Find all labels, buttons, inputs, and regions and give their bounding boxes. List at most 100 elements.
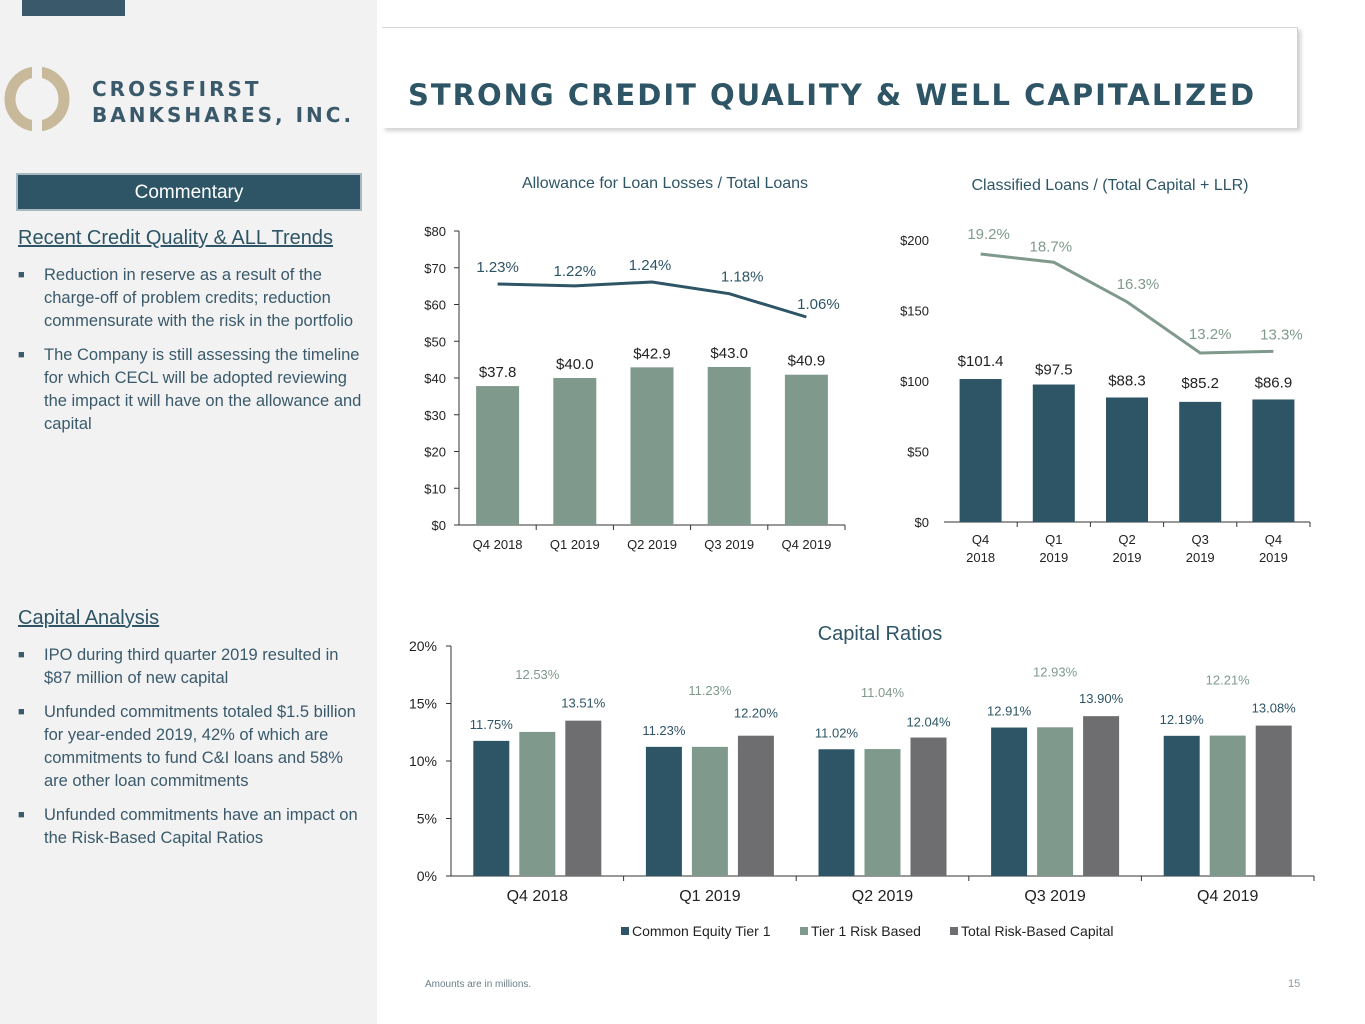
chart2-category-label-line2: 2019 (1113, 550, 1142, 565)
chart1-category-label: Q2 2019 (627, 537, 677, 552)
chart1-y-tick-label: $70 (424, 261, 446, 276)
chart3-bar-value-label: 11.23% (688, 683, 732, 698)
chart2-bar (1252, 399, 1295, 522)
chart1-y-tick-label: $80 (424, 224, 446, 239)
chart1-line-label: 1.23% (476, 259, 519, 276)
chart2-category-label-line1: Q1 (1045, 532, 1062, 547)
chart1-line-label: 1.22% (554, 263, 597, 280)
chart3-y-tick-label: 15% (409, 696, 437, 712)
chart2-bar (1032, 384, 1075, 522)
chart2-y-tick-label: $200 (900, 233, 929, 248)
bullet-item: ■ Reduction in reserve as a result of the… (18, 266, 354, 330)
chart3-legend-label: Tier 1 Risk Based (811, 923, 921, 939)
chart3-bar-value-label: 11.04% (861, 685, 905, 700)
chart2-category-label-line2: 2018 (966, 550, 995, 565)
chart1-bar-value-label: $43.0 (710, 345, 748, 362)
chart3-bar-value-label: 13.08% (1252, 701, 1297, 716)
chart3-category-label: Q3 2019 (1024, 888, 1085, 905)
chart1-y-tick-label: $60 (424, 298, 446, 313)
chart3-y-tick-label: 0% (417, 868, 437, 884)
chart3-bar-value-label: 13.51% (561, 696, 606, 711)
chart3-bar-total (1083, 716, 1120, 876)
chart2-bar (1179, 401, 1222, 522)
title-panel (382, 27, 1298, 128)
chart3-bar-value-label: 12.21% (1206, 673, 1251, 688)
chart1-line-label: 1.18% (721, 269, 764, 286)
chart3-legend-swatch (950, 927, 958, 935)
chart3-y-tick-label: 20% (409, 638, 437, 654)
bullet-icon: ■ (18, 269, 25, 281)
bullet-icon: ■ (18, 649, 25, 661)
chart2-bar (959, 379, 1002, 522)
chart1-bar-value-label: $40.9 (788, 353, 826, 370)
brand-line-1: CROSSFIRST (92, 77, 262, 101)
chart2-category-label-line1: Q3 (1192, 532, 1209, 547)
chart2-y-tick-label: $100 (900, 374, 929, 389)
chart1-y-tick-label: $10 (424, 481, 446, 496)
footnote: Amounts are in millions. (425, 979, 532, 990)
chart1-y-tick-label: $40 (424, 371, 446, 386)
chart3-y-tick-label: 10% (409, 753, 437, 769)
capital-analysis-bullets: ■ IPO during third quarter 2019 resulted … (18, 644, 368, 861)
top-accent-tab (22, 0, 125, 16)
chart3-category-label: Q4 2018 (507, 888, 568, 905)
bullet-item: ■ Unfunded commitments have an impact on … (18, 806, 358, 847)
chart1-bar-value-label: $40.0 (556, 356, 594, 373)
credit-quality-bullets: ■ Reduction in reserve as a result of the… (18, 264, 368, 447)
chart3-category-label: Q2 2019 (852, 888, 913, 905)
chart3-bar-value-label: 11.75% (470, 717, 514, 732)
chart2-bar (1106, 397, 1148, 522)
chart3-bar-cet1 (818, 749, 855, 876)
chart1-line-label: 1.06% (797, 296, 840, 313)
chart1-category-label: Q3 2019 (704, 537, 754, 552)
chart1-bar-value-label: $37.8 (479, 364, 517, 381)
chart3-bar-tier1 (1037, 727, 1074, 876)
chart3-bar-total (1255, 725, 1292, 876)
chart3-y-tick-label: 5% (417, 811, 437, 827)
chart1-y-tick-label: $50 (424, 334, 446, 349)
chart1-bar (784, 374, 828, 525)
chart2-bar-value-label: $101.4 (958, 353, 1004, 370)
chart1-category-label: Q1 2019 (550, 537, 600, 552)
chart1-ratio-line (497, 280, 807, 319)
chart2-y-tick-label: $0 (915, 515, 929, 530)
chart2-category-label-line2: 2019 (1186, 550, 1215, 565)
capital-analysis-heading: Capital Analysis (18, 607, 160, 629)
chart3-bar-cet1 (645, 746, 682, 876)
bullet-item: ■ Unfunded commitments totaled $1.5 billi… (18, 703, 356, 790)
bullet-icon: ■ (18, 349, 25, 361)
chart3-bar-cet1 (991, 727, 1028, 876)
chart3-legend-swatch (621, 927, 629, 935)
chart2-title: Classified Loans / (Total Capital + LLR) (971, 177, 1248, 194)
chart2-line-label: 13.3% (1260, 326, 1303, 343)
chart3-bar-tier1 (519, 731, 556, 876)
chart1-bar (630, 367, 674, 525)
chart2-bar-value-label: $88.3 (1108, 372, 1146, 389)
chart2-y-tick-label: $150 (900, 304, 929, 319)
chart3-bar-total (565, 720, 602, 876)
chart2-ratio-line (980, 252, 1274, 355)
chart3-legend-swatch (800, 927, 808, 935)
chart3-legend-label: Total Risk-Based Capital (961, 923, 1114, 939)
chart2-line-label: 18.7% (1030, 238, 1073, 255)
chart2-line-label: 16.3% (1117, 276, 1160, 293)
chart1-bar-value-label: $42.9 (633, 345, 671, 362)
sidebar (0, 0, 377, 1024)
chart1-y-tick-label: $20 (424, 445, 446, 460)
chart1-line-label: 1.24% (629, 257, 672, 274)
chart2-category-label-line1: Q4 (1265, 532, 1282, 547)
chart3-bar-tier1 (691, 746, 728, 876)
chart3-category-label: Q1 2019 (679, 888, 740, 905)
chart1-bar (553, 378, 597, 525)
chart2-y-tick-label: $50 (907, 445, 929, 460)
chart1-category-label: Q4 2019 (781, 537, 831, 552)
chart2-category-label-line2: 2019 (1039, 550, 1068, 565)
chart2-category-label-line1: Q2 (1118, 532, 1135, 547)
chart3-bar-total (910, 737, 947, 876)
chart1-title: Allowance for Loan Losses / Total Loans (522, 175, 808, 192)
crossfirst-logo-icon (4, 66, 70, 132)
chart2-category-label-line2: 2019 (1259, 550, 1288, 565)
chart2-category-label-line1: Q4 (972, 532, 989, 547)
chart2-line-label: 19.2% (967, 226, 1010, 243)
